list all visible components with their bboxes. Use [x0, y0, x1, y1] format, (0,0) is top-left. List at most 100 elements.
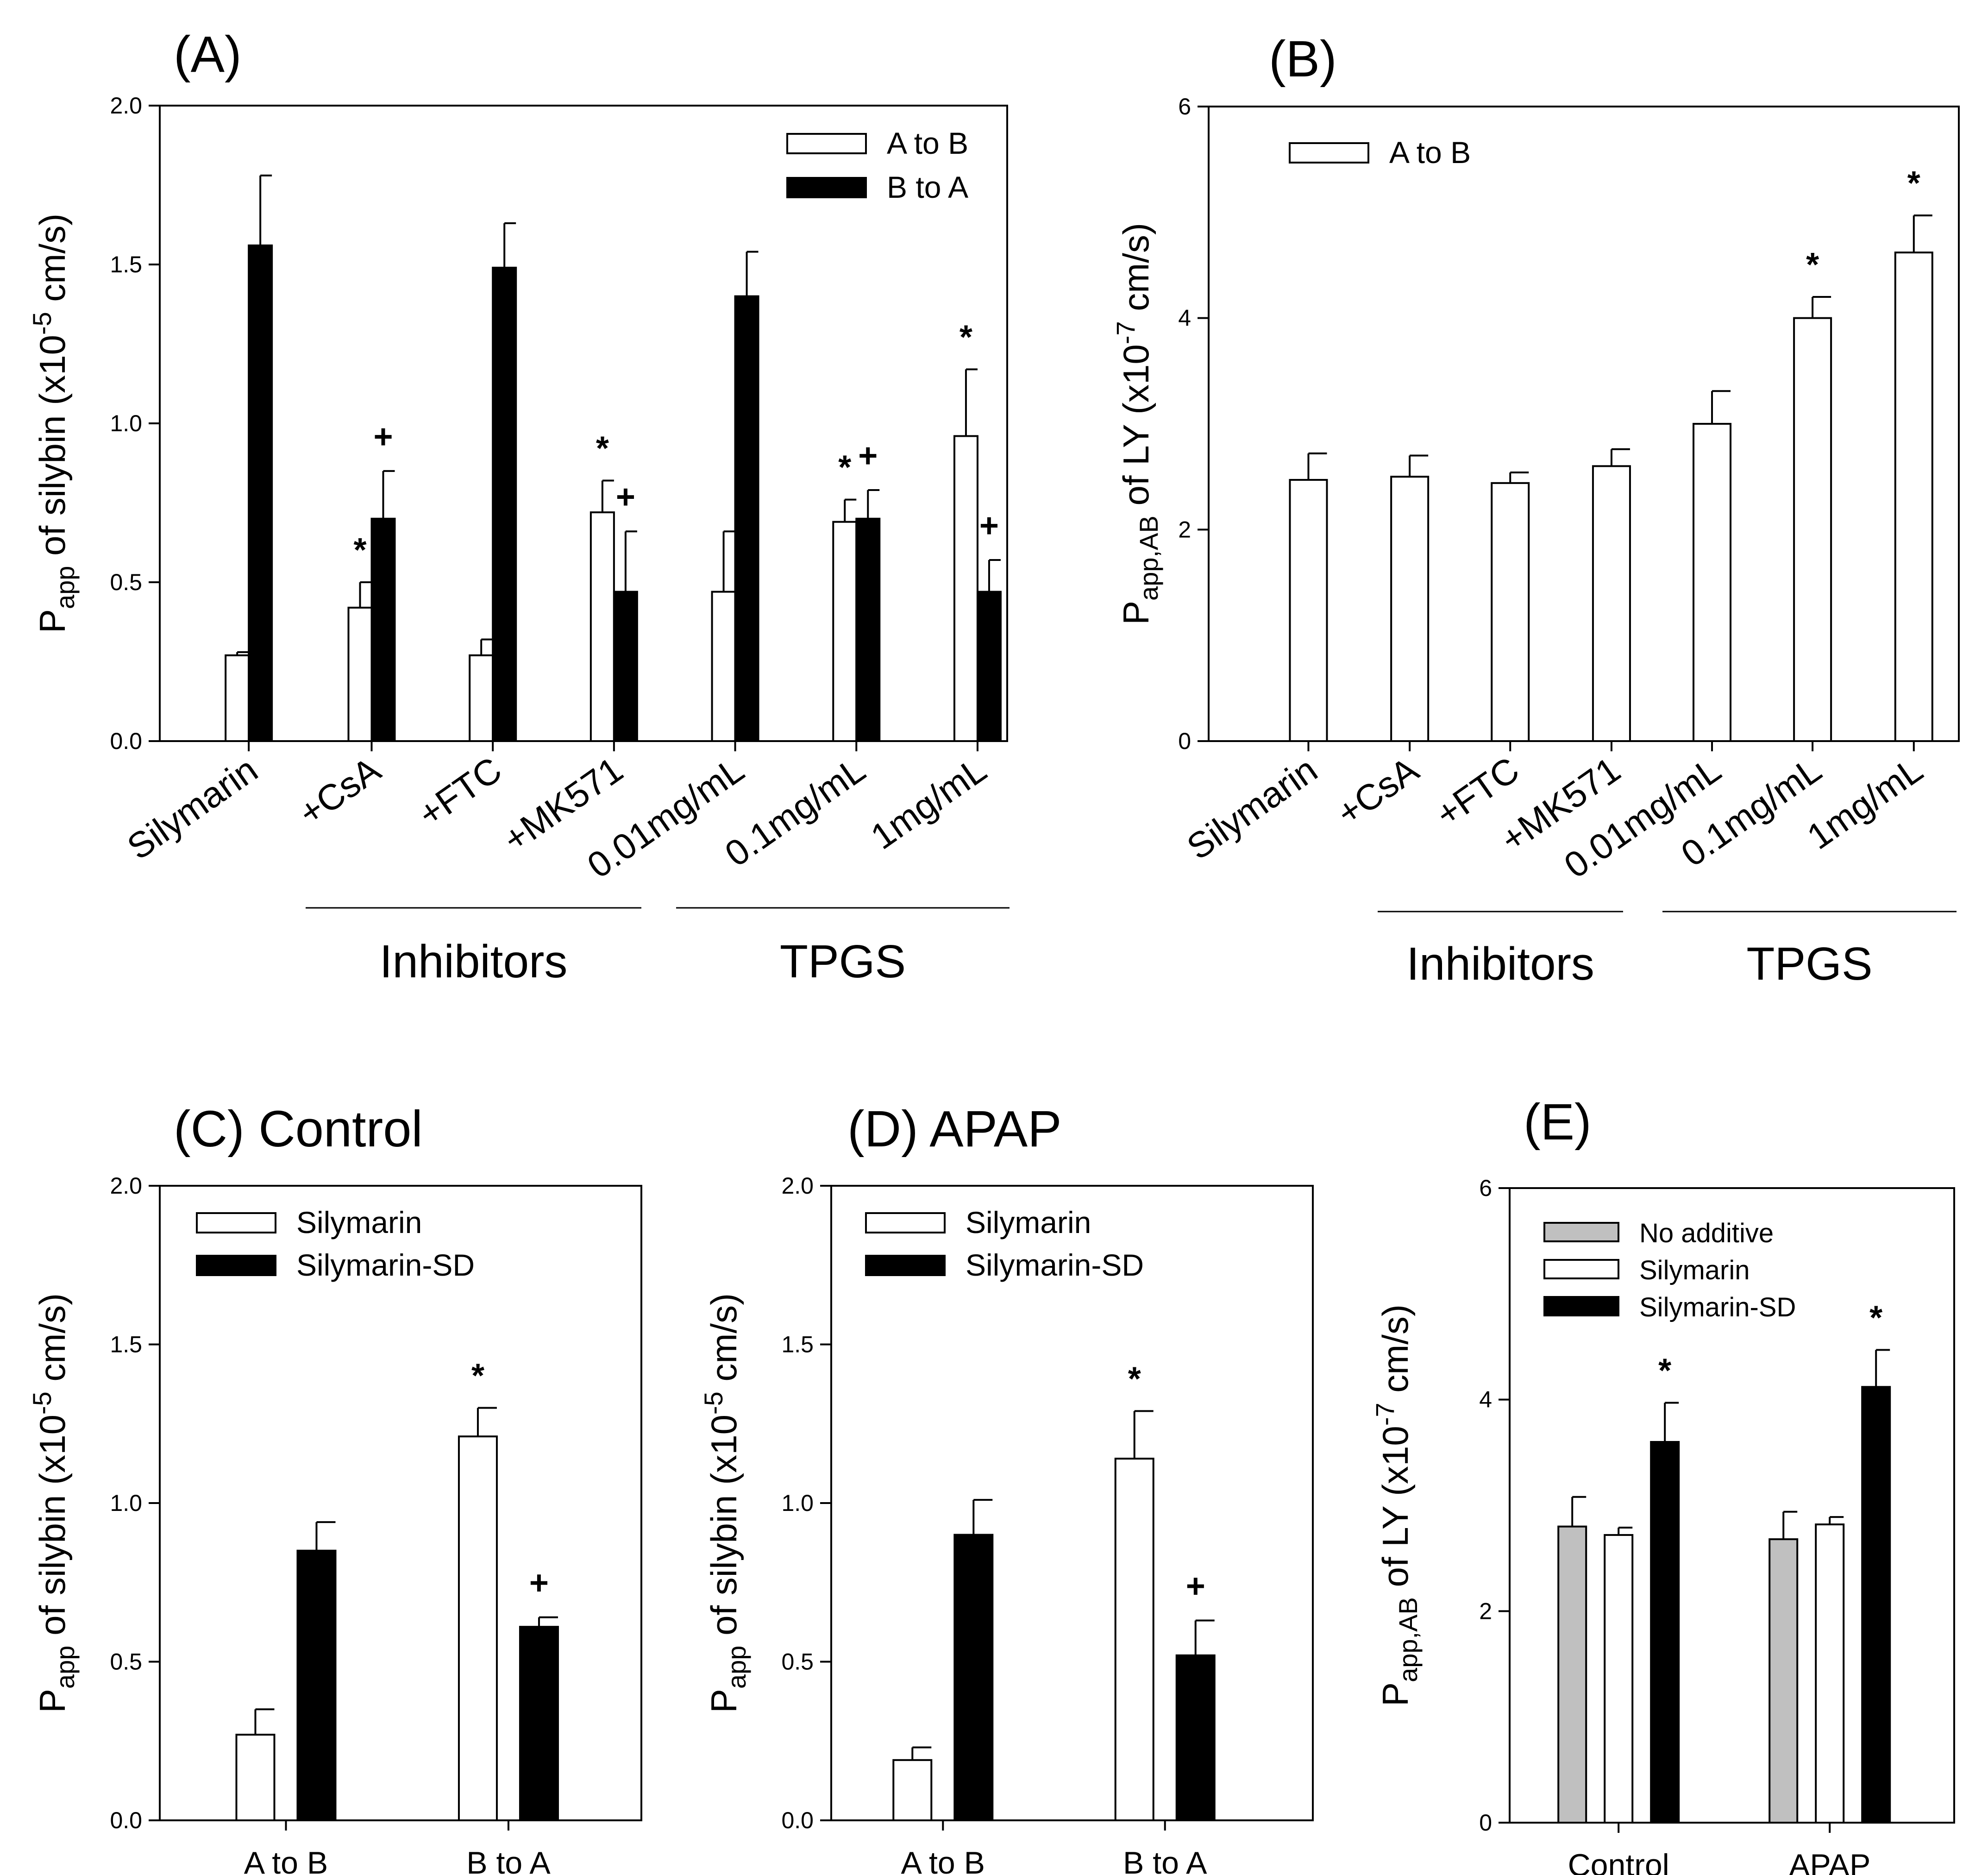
- bar: [469, 654, 494, 742]
- bar: [1604, 1534, 1634, 1824]
- y-axis-title: Papp of silybin (x10-5 cm/s): [27, 214, 80, 633]
- legend-swatch: [865, 1212, 946, 1233]
- y-axis-title: Papp of silybin (x10-5 cm/s): [27, 1293, 80, 1713]
- panel-label: (E): [1524, 1094, 1592, 1151]
- bar: [953, 435, 978, 742]
- significance-plus: +: [529, 1565, 549, 1602]
- y-tick-label: 2.0: [110, 93, 142, 119]
- x-category-label: B to A: [1123, 1845, 1207, 1875]
- significance-plus: +: [616, 478, 635, 516]
- legend-label: Silymarin-SD: [1639, 1292, 1796, 1322]
- y-tick-label: 0: [1178, 728, 1191, 754]
- group-label: TPGS: [1746, 938, 1872, 990]
- x-category-label: +FTC: [411, 749, 509, 835]
- significance-star: *: [353, 532, 366, 569]
- bar: [1861, 1386, 1891, 1824]
- x-category-label: Silymarin: [120, 749, 265, 868]
- significance-star: *: [1128, 1360, 1141, 1397]
- bar: [1175, 1654, 1216, 1822]
- legend-label: Silymarin-SD: [966, 1248, 1144, 1282]
- y-tick-label: 4: [1178, 305, 1191, 331]
- legend-label: A to B: [1389, 135, 1471, 170]
- chart-panel-e: (E) 0 2 4 6 Papp,AB of LY (x10-7 cm/s) Control…: [1370, 1094, 1955, 1875]
- significance-plus: +: [858, 437, 878, 474]
- legend-swatch: [786, 177, 867, 198]
- y-tick-label: 0: [1479, 1810, 1492, 1836]
- x-category-label: APAP: [1789, 1848, 1870, 1875]
- y-tick-label: 1.5: [110, 1332, 142, 1358]
- bar: [892, 1759, 933, 1822]
- significance-star: *: [1907, 165, 1920, 202]
- y-axis-title: Papp,AB of LY (x10-7 cm/s): [1370, 1304, 1423, 1706]
- legend-label: Silymarin: [296, 1205, 422, 1240]
- legend-swatch: [1289, 142, 1369, 164]
- bar: [1592, 465, 1631, 742]
- chart-panel-a: (A) 0.0 0.5 1.0 1.5 2.0 Papp of silybin (x10-5…: [27, 26, 1010, 988]
- panel-label: (B): [1269, 31, 1337, 88]
- bar: [1289, 479, 1328, 742]
- y-tick-label: 0.5: [110, 1649, 142, 1675]
- bar: [734, 295, 759, 742]
- bar: [832, 521, 858, 742]
- legend-swatch: [196, 1212, 276, 1233]
- bar: [1114, 1458, 1154, 1822]
- bar: [590, 511, 615, 742]
- legend-swatch: [1543, 1222, 1619, 1242]
- x-category-label: Silymarin: [1179, 749, 1324, 868]
- legend-label: Silymarin: [966, 1205, 1091, 1240]
- panel-label: (C) Control: [174, 1101, 423, 1158]
- bar: [711, 591, 736, 742]
- bar: [235, 1734, 276, 1822]
- bar: [370, 517, 396, 742]
- bar: [519, 1626, 559, 1821]
- legend: No additive Silymarin Silymarin-SD: [1543, 1218, 1796, 1322]
- legend-swatch: [196, 1255, 276, 1276]
- significance-star: *: [960, 319, 972, 356]
- bar: [347, 606, 373, 742]
- x-category-label: +CsA: [291, 749, 388, 834]
- bar: [1557, 1525, 1587, 1824]
- legend-label: No additive: [1639, 1218, 1774, 1248]
- legend-label: B to A: [887, 170, 968, 204]
- significance-plus: +: [373, 418, 393, 455]
- bar: [1815, 1523, 1845, 1824]
- y-tick-label: 2: [1479, 1598, 1492, 1624]
- bar: [296, 1549, 337, 1821]
- bar: [953, 1534, 994, 1821]
- x-category-label: +CsA: [1329, 749, 1425, 834]
- legend: A to B B to A: [786, 126, 968, 204]
- legend-swatch: [786, 133, 867, 154]
- legend: A to B: [1289, 135, 1471, 170]
- y-axis-title: Papp of silybin (x10-5 cm/s): [699, 1293, 751, 1713]
- bar: [976, 591, 1002, 742]
- bar: [225, 654, 250, 742]
- legend: Silymarin Silymarin-SD: [865, 1205, 1144, 1282]
- x-category-label: Control: [1568, 1848, 1669, 1875]
- legend-label: A to B: [887, 126, 968, 160]
- y-tick-label: 1.0: [110, 1490, 142, 1516]
- chart-panel-c: (C) Control 0.0 0.5 1.0 1.5 2.0 Papp of silybi…: [27, 1101, 642, 1875]
- x-category-label: 1mg/mL: [863, 749, 993, 857]
- y-tick-label: 2: [1178, 516, 1191, 542]
- bar: [1769, 1538, 1799, 1824]
- group-label: Inhibitors: [1406, 938, 1594, 990]
- y-tick-label: 2.0: [110, 1173, 142, 1199]
- bar: [1390, 476, 1430, 742]
- significance-plus: +: [979, 507, 999, 544]
- bar: [1793, 317, 1832, 742]
- significance-star: *: [838, 449, 851, 486]
- legend: Silymarin Silymarin-SD: [196, 1205, 475, 1282]
- x-category-label: B to A: [466, 1845, 551, 1875]
- panel-label: (A): [174, 26, 242, 83]
- x-category-label: 1mg/mL: [1800, 749, 1930, 857]
- group-label: TPGS: [780, 936, 906, 988]
- x-category-label: A to B: [244, 1845, 328, 1875]
- bar: [492, 266, 517, 742]
- legend-swatch: [1543, 1259, 1619, 1279]
- chart-panel-b: (B) 0 2 4 6 Papp,AB of LY (x10-7 cm/s) Silymar…: [1111, 31, 1960, 990]
- y-tick-label: 4: [1479, 1387, 1492, 1413]
- plot-frame: [1509, 1187, 1955, 1824]
- y-tick-label: 6: [1178, 94, 1191, 120]
- significance-plus: +: [1186, 1567, 1205, 1604]
